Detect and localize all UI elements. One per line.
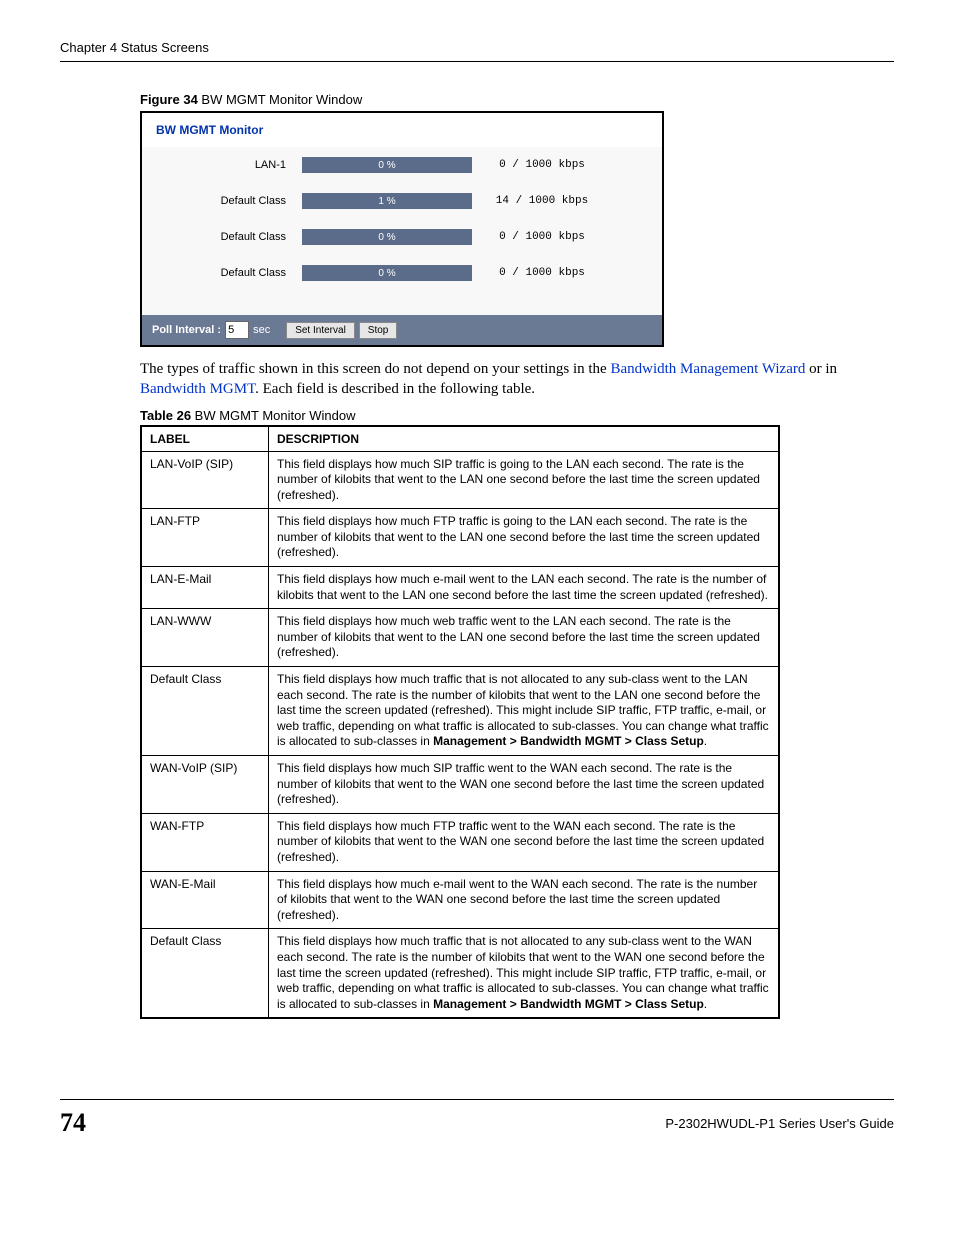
table-row: LAN-E-MailThis field displays how much e… [141, 567, 779, 609]
monitor-value: 0 / 1000 kbps [472, 267, 612, 279]
row-description: This field displays how much traffic tha… [269, 929, 780, 1018]
figure-number: Figure 34 [140, 92, 198, 107]
table-header-row: LABEL DESCRIPTION [141, 426, 779, 452]
body-text: The types of traffic shown in this scree… [140, 361, 610, 377]
row-label: Default Class [141, 667, 269, 756]
monitor-footer: Poll Interval : sec Set Interval Stop [142, 315, 662, 345]
monitor-row-label: LAN-1 [156, 159, 302, 171]
row-label: WAN-VoIP (SIP) [141, 756, 269, 814]
row-description: This field displays how much FTP traffic… [269, 813, 780, 871]
monitor-row-label: Default Class [156, 267, 302, 279]
table-row: Default ClassThis field displays how muc… [141, 667, 779, 756]
th-label: LABEL [141, 426, 269, 452]
poll-interval-input[interactable] [225, 321, 249, 339]
monitor-bar: 0 % [302, 229, 472, 245]
chapter-header: Chapter 4 Status Screens [60, 40, 894, 62]
th-description: DESCRIPTION [269, 426, 780, 452]
row-label: LAN-E-Mail [141, 567, 269, 609]
row-description: This field displays how much FTP traffic… [269, 509, 780, 567]
monitor-bar: 0 % [302, 157, 472, 173]
row-label: Default Class [141, 929, 269, 1018]
poll-interval-label: Poll Interval : [152, 324, 221, 336]
table-row: LAN-VoIP (SIP)This field displays how mu… [141, 451, 779, 509]
stop-button[interactable]: Stop [359, 322, 398, 339]
table-caption: Table 26 BW MGMT Monitor Window [140, 408, 894, 423]
monitor-row-label: Default Class [156, 231, 302, 243]
sec-label: sec [253, 324, 270, 336]
monitor-value: 0 / 1000 kbps [472, 231, 612, 243]
row-description: This field displays how much traffic tha… [269, 667, 780, 756]
row-description: This field displays how much e-mail went… [269, 871, 780, 929]
monitor-row-label: Default Class [156, 195, 302, 207]
monitor-body: LAN-1 0 % 0 / 1000 kbps Default Class 1 … [142, 147, 662, 315]
row-description: This field displays how much web traffic… [269, 609, 780, 667]
table-row: LAN-FTPThis field displays how much FTP … [141, 509, 779, 567]
monitor-title: BW MGMT Monitor [142, 113, 662, 147]
table-row: WAN-FTPThis field displays how much FTP … [141, 813, 779, 871]
bw-mgmt-monitor-window: BW MGMT Monitor LAN-1 0 % 0 / 1000 kbps … [140, 111, 664, 347]
page-footer: 74 P-2302HWUDL-P1 Series User's Guide [60, 1099, 894, 1138]
monitor-value: 14 / 1000 kbps [472, 195, 612, 207]
monitor-row: Default Class 1 % 14 / 1000 kbps [156, 183, 648, 219]
row-description: This field displays how much SIP traffic… [269, 756, 780, 814]
figure-caption: Figure 34 BW MGMT Monitor Window [140, 92, 894, 107]
table-number: Table 26 [140, 408, 191, 423]
monitor-row: Default Class 0 % 0 / 1000 kbps [156, 219, 648, 255]
set-interval-button[interactable]: Set Interval [286, 322, 355, 339]
page-number: 74 [60, 1108, 86, 1138]
table-row: LAN-WWWThis field displays how much web … [141, 609, 779, 667]
table-row: WAN-VoIP (SIP)This field displays how mu… [141, 756, 779, 814]
monitor-bar: 0 % [302, 265, 472, 281]
table-row: WAN-E-MailThis field displays how much e… [141, 871, 779, 929]
row-description: This field displays how much SIP traffic… [269, 451, 780, 509]
monitor-row: Default Class 0 % 0 / 1000 kbps [156, 255, 648, 291]
description-table: LABEL DESCRIPTION LAN-VoIP (SIP)This fie… [140, 425, 780, 1020]
figure-title: BW MGMT Monitor Window [198, 92, 362, 107]
monitor-value: 0 / 1000 kbps [472, 159, 612, 171]
row-label: LAN-WWW [141, 609, 269, 667]
monitor-row: LAN-1 0 % 0 / 1000 kbps [156, 147, 648, 183]
body-text: . Each field is described in the followi… [255, 381, 535, 397]
guide-name: P-2302HWUDL-P1 Series User's Guide [665, 1116, 894, 1131]
monitor-bar: 1 % [302, 193, 472, 209]
row-label: LAN-VoIP (SIP) [141, 451, 269, 509]
table-title: BW MGMT Monitor Window [191, 408, 355, 423]
table-row: Default ClassThis field displays how muc… [141, 929, 779, 1018]
row-label: WAN-E-Mail [141, 871, 269, 929]
row-description: This field displays how much e-mail went… [269, 567, 780, 609]
body-paragraph: The types of traffic shown in this scree… [140, 359, 894, 400]
row-label: LAN-FTP [141, 509, 269, 567]
bandwidth-wizard-link[interactable]: Bandwidth Management Wizard [610, 361, 805, 377]
row-label: WAN-FTP [141, 813, 269, 871]
bandwidth-mgmt-link[interactable]: Bandwidth MGMT [140, 381, 255, 397]
body-text: or in [805, 361, 837, 377]
